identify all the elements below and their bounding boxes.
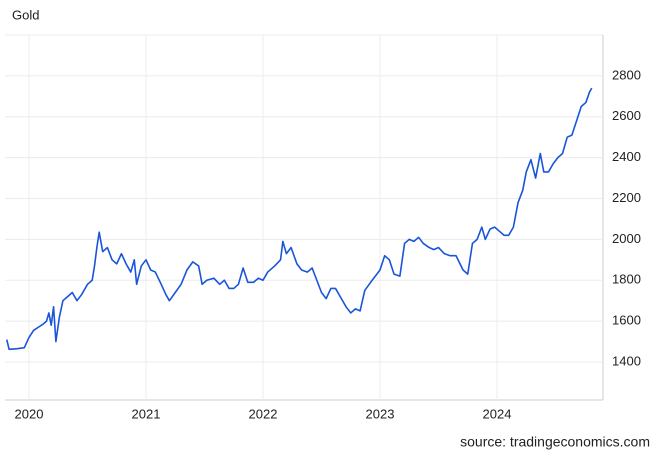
x-tick-label: 2024 [483,406,512,421]
x-tick-label: 2022 [249,406,278,421]
chart-title: Gold [12,7,39,22]
x-tick-label: 2020 [15,406,44,421]
x-tick-label: 2021 [132,406,161,421]
y-tick-label: 2400 [612,149,641,164]
y-tick-label: 2200 [612,190,641,205]
y-tick-label: 1600 [612,313,641,328]
source: source: tradingeconomics.com [460,434,650,450]
y-tick-label: 2600 [612,108,641,123]
x-tick-label: 2023 [366,406,395,421]
y-tick-label: 2000 [612,231,641,246]
price-line [5,87,593,351]
y-tick-label: 2800 [612,67,641,82]
y-tick-label: 1400 [612,353,641,368]
y-tick-label: 1800 [612,272,641,287]
